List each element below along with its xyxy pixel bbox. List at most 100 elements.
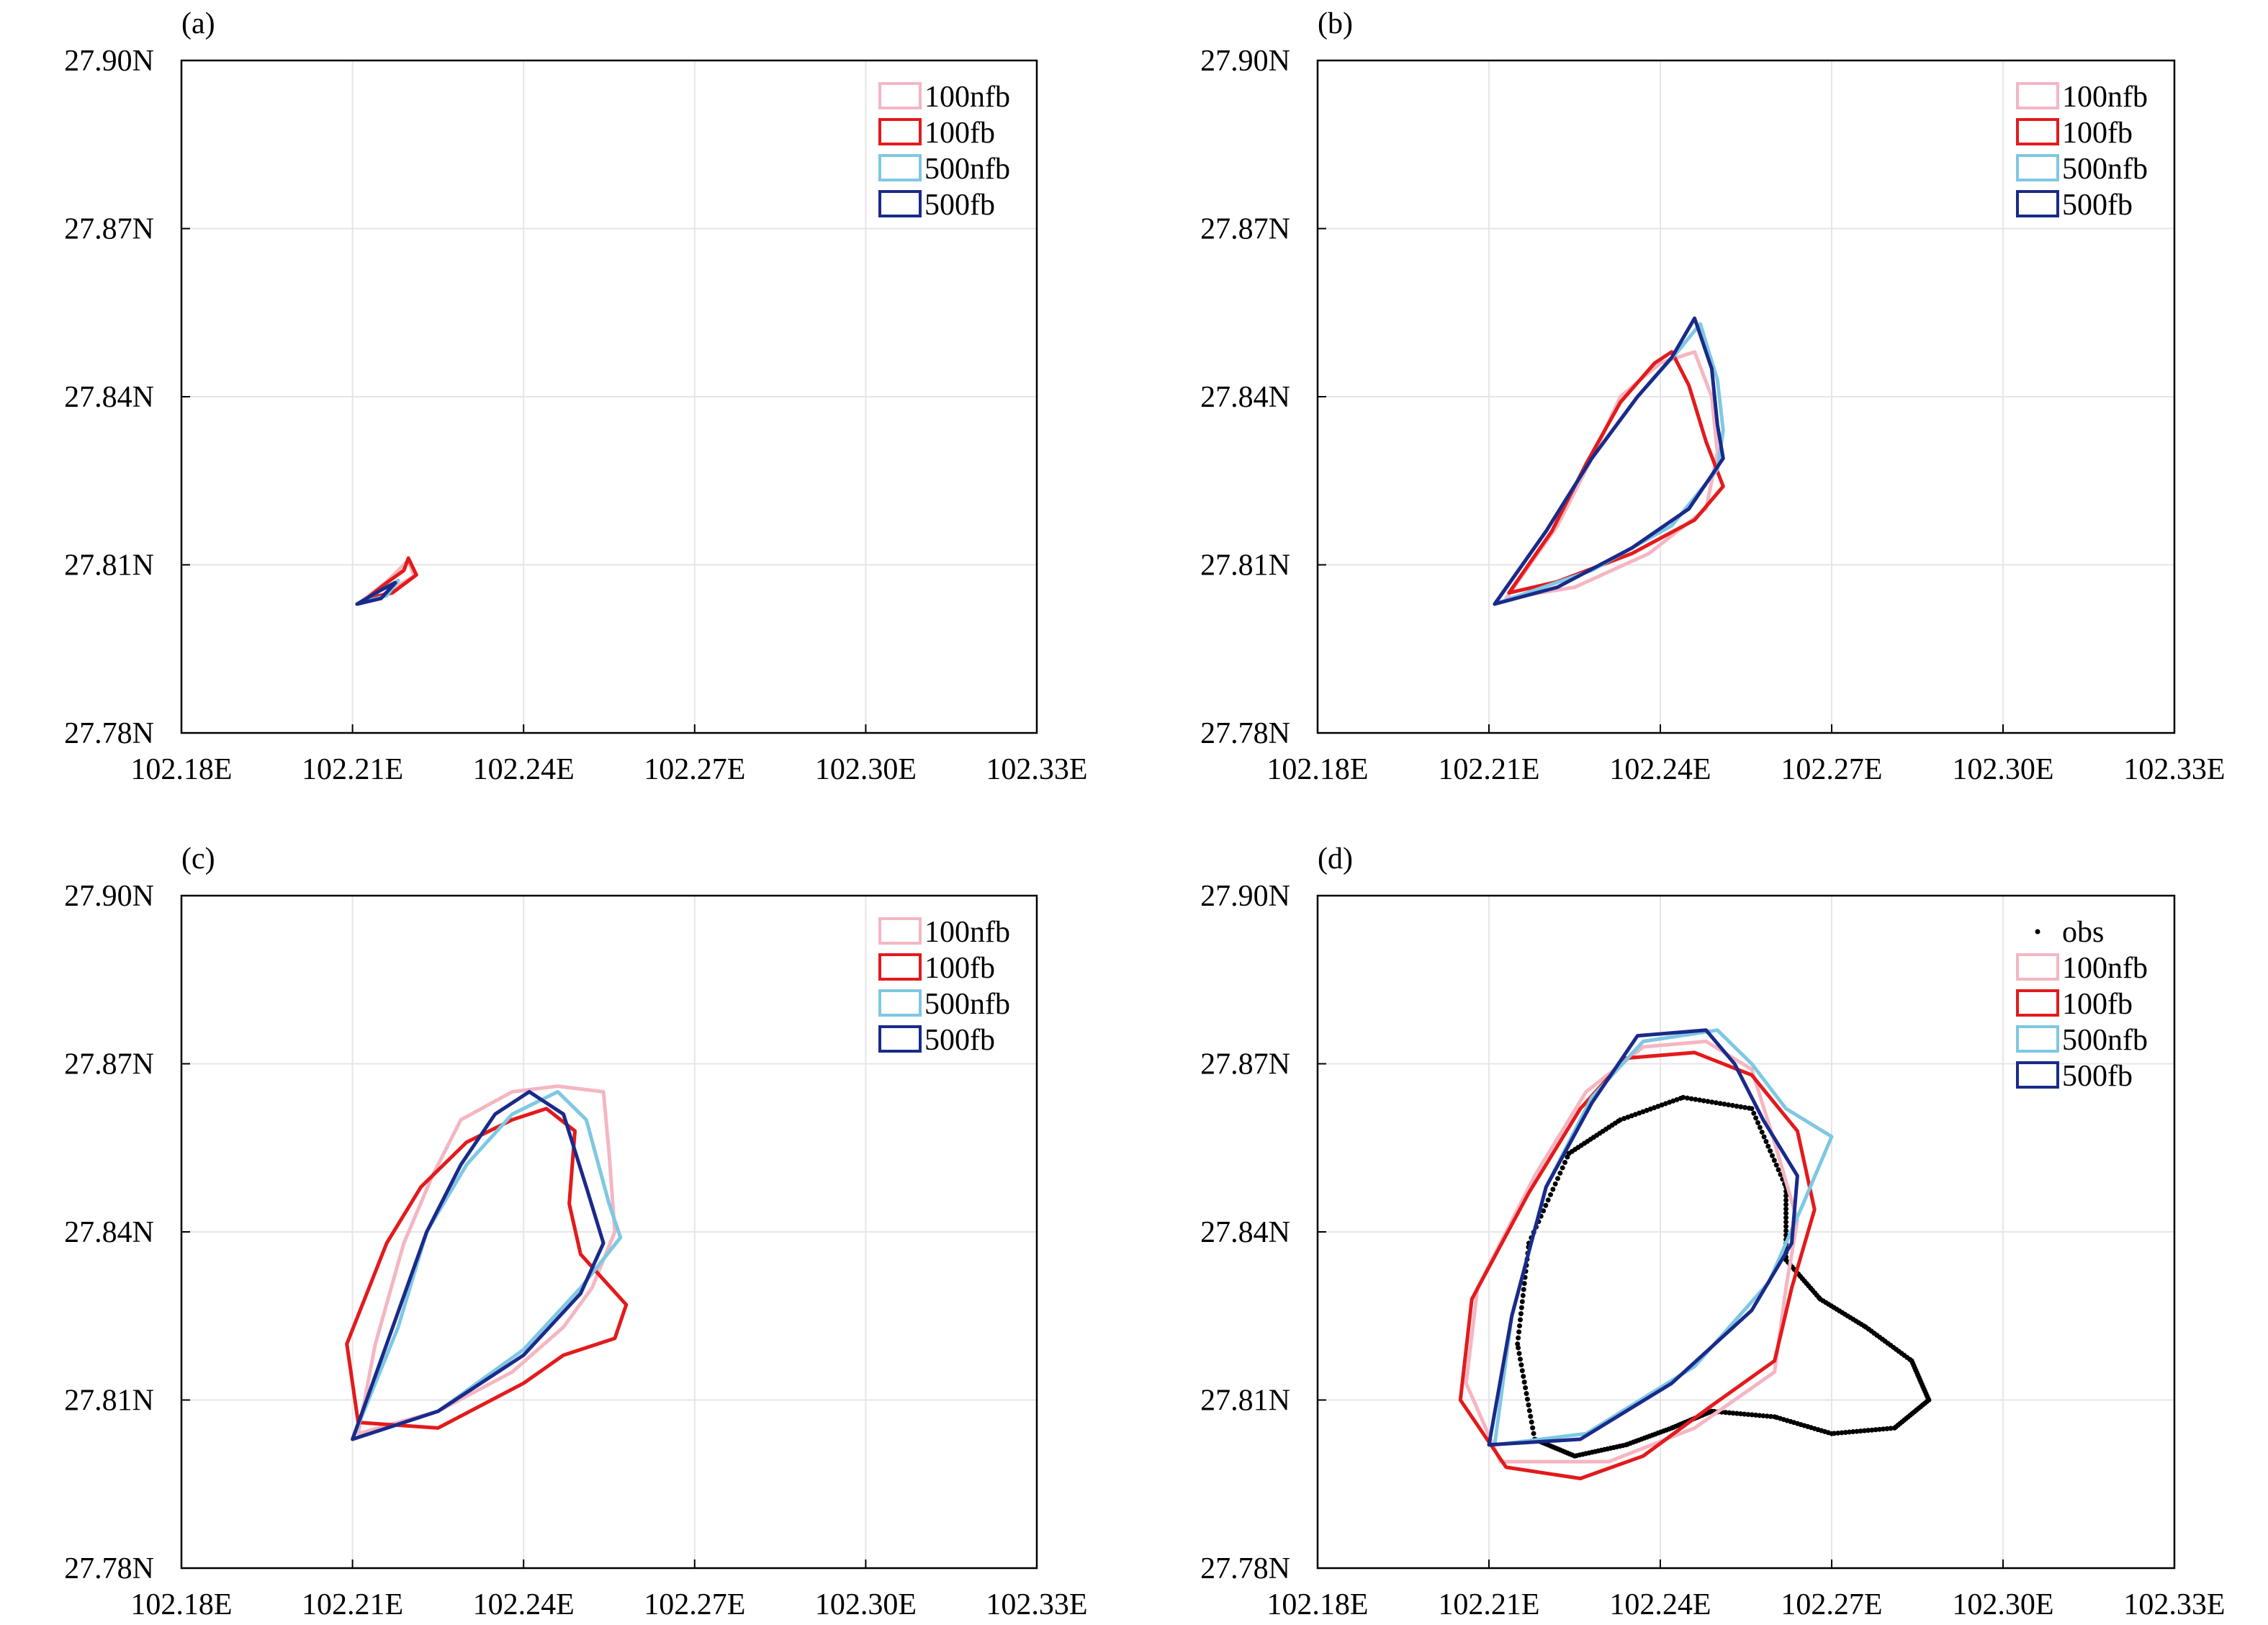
series-100fb-contour — [1458, 1050, 1817, 1480]
legend-label-100nfb: 100nfb — [2062, 81, 2148, 114]
legend-swatch-500nfb — [878, 989, 922, 1017]
series-obs — [1515, 1094, 1932, 1459]
obs-point — [1773, 1162, 1779, 1168]
obs-point — [1881, 1426, 1886, 1432]
obs-point — [1555, 1176, 1561, 1181]
x-tick-label: 102.27E — [644, 1588, 745, 1621]
legend-label-100fb: 100fb — [2062, 117, 2133, 150]
obs-point — [1783, 1197, 1789, 1203]
obs-point — [1846, 1429, 1852, 1435]
obs-point — [1835, 1430, 1841, 1436]
obs-point — [1516, 1351, 1522, 1356]
obs-point — [1722, 1102, 1727, 1107]
obs-point — [1858, 1428, 1863, 1434]
legend-label-500nfb: 500nfb — [2062, 1024, 2148, 1057]
legend-swatch-100nfb — [2016, 82, 2059, 109]
obs-point — [1738, 1411, 1744, 1417]
obs-point — [1776, 1167, 1781, 1173]
series-500fb-contour — [1493, 316, 1725, 606]
obs-point — [1749, 1106, 1755, 1112]
obs-point — [1519, 1368, 1525, 1374]
obs-point — [1709, 1099, 1715, 1105]
obs-point — [1517, 1356, 1523, 1362]
obs-point — [1562, 1159, 1568, 1165]
legend-swatch-100fb — [2016, 118, 2059, 145]
legend-swatch-100fb — [878, 953, 922, 981]
x-tick-label: 102.24E — [473, 1588, 575, 1621]
obs-point — [1873, 1427, 1878, 1433]
x-tick-label: 102.24E — [473, 753, 575, 786]
series-100fb-contour — [345, 1107, 629, 1430]
panel-label: (c) — [181, 842, 215, 875]
x-tick-label: 102.33E — [2123, 753, 2225, 786]
y-tick-label: 27.78N — [1200, 717, 1290, 750]
y-tick-label: 27.87N — [64, 213, 154, 246]
panel-2: 102.18E 102.21E 102.24E 102.27E 102.30E 102.3… — [1200, 7, 2225, 786]
x-tick-label: 102.30E — [1952, 753, 2053, 786]
obs-point — [1697, 1097, 1703, 1103]
legend-label-500nfb: 500nfb — [924, 153, 1010, 186]
obs-point — [1759, 1129, 1765, 1135]
series-100nfb-contour — [356, 1084, 617, 1436]
y-tick-label: 27.84N — [1200, 381, 1290, 414]
legend-swatch-100fb — [878, 118, 922, 145]
obs-point — [1693, 1097, 1698, 1102]
obs-point — [1701, 1098, 1706, 1104]
x-tick-label: 102.30E — [815, 1588, 917, 1621]
y-tick-label: 27.81N — [64, 1385, 154, 1418]
panel-3: 102.18E 102.21E 102.24E 102.27E 102.30E 102.3… — [64, 842, 1087, 1621]
obs-point — [1742, 1104, 1747, 1110]
y-tick-label: 27.81N — [1200, 1385, 1290, 1418]
obs-point — [1783, 1206, 1789, 1212]
obs-point — [1516, 1345, 1521, 1351]
obs-point — [1769, 1153, 1775, 1158]
obs-point — [1761, 1134, 1767, 1140]
obs-point — [1517, 1323, 1523, 1328]
legend-label-500nfb: 500nfb — [924, 988, 1010, 1021]
legend-label-100nfb: 100nfb — [924, 916, 1010, 949]
x-tick-label: 102.30E — [815, 753, 917, 786]
obs-point — [1783, 1193, 1789, 1199]
legend-swatch-500fb — [2016, 190, 2059, 217]
obs-point — [1515, 1341, 1521, 1347]
obs-point — [1548, 1192, 1554, 1197]
legend-swatch-100nfb — [878, 82, 922, 109]
series-500fb-contour — [351, 1089, 606, 1441]
obs-point — [1839, 1430, 1845, 1436]
obs-point — [1541, 1208, 1547, 1214]
legend-label-obs: obs — [2062, 916, 2104, 949]
x-tick-label: 102.18E — [1266, 1588, 1368, 1621]
obs-point — [1734, 1103, 1740, 1109]
y-tick-label: 27.81N — [1200, 549, 1290, 582]
series-100nfb-contour — [1464, 1039, 1799, 1464]
y-tick-label: 27.81N — [64, 549, 154, 582]
legend-swatch-500fb — [878, 190, 922, 217]
obs-point — [1519, 1299, 1525, 1305]
x-tick-label: 102.24E — [1609, 753, 1711, 786]
obs-point — [1524, 1390, 1529, 1396]
obs-point — [1516, 1329, 1522, 1335]
obs-point — [1752, 1413, 1758, 1418]
y-tick-label: 27.90N — [64, 45, 154, 78]
legend-label-100fb: 100fb — [2062, 988, 2133, 1021]
obs-point — [1734, 1410, 1740, 1416]
obs-point — [1713, 1100, 1719, 1106]
y-tick-label: 27.84N — [1200, 1216, 1290, 1249]
obs-point — [1876, 1426, 1882, 1432]
legend-swatch-100fb — [2016, 989, 2059, 1017]
obs-point — [1729, 1102, 1735, 1108]
y-tick-label: 27.90N — [64, 880, 154, 913]
x-tick-label: 102.21E — [302, 1588, 403, 1621]
obs-point — [1518, 1305, 1524, 1310]
obs-point — [1749, 1412, 1755, 1418]
legend-swatch-500nfb — [2016, 154, 2059, 181]
obs-point — [1557, 1170, 1563, 1176]
obs-point — [1783, 1210, 1789, 1216]
panel-label: (d) — [1318, 842, 1353, 875]
obs-point — [1521, 1374, 1526, 1379]
obs-point — [1742, 1411, 1747, 1417]
legend-swatch-100nfb — [2016, 953, 2059, 981]
x-tick-label: 102.33E — [986, 753, 1087, 786]
x-tick-label: 102.33E — [2123, 1588, 2225, 1621]
